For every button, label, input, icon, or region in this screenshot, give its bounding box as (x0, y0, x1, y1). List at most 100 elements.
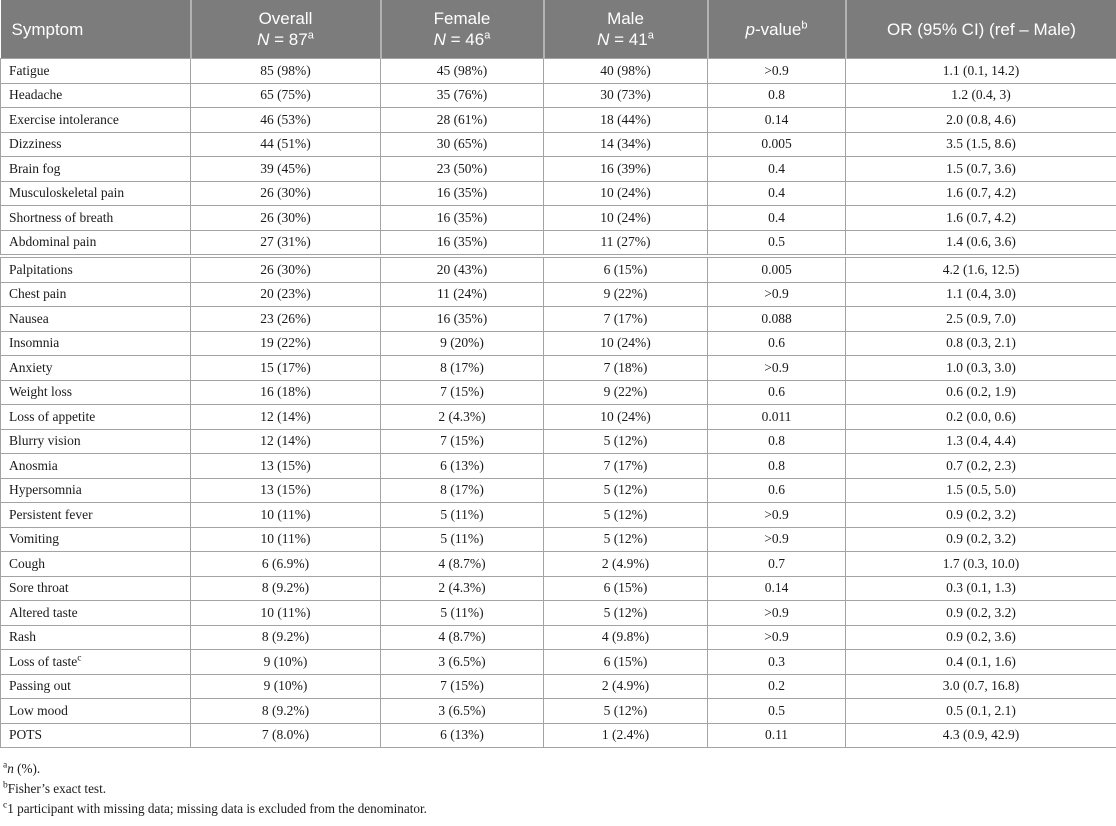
male-cell: 10 (24%) (543, 180, 708, 206)
or-cell: 0.9 (0.2, 3.2) (845, 502, 1116, 528)
symptom-cell: Rash (0, 624, 191, 650)
section-break (0, 254, 1116, 258)
table-row: Loss of appetite 12 (14%) 2 (4.3%) 10 (2… (0, 404, 1116, 430)
table-row: Vomiting 10 (11%) 5 (11%) 5 (12%) >0.9 0… (0, 526, 1116, 552)
table-row: Persistent fever 10 (11%) 5 (11%) 5 (12%… (0, 502, 1116, 528)
symptom-cell: Weight loss (0, 379, 191, 405)
pvalue-cell: >0.9 (707, 502, 846, 528)
or-cell: 3.0 (0.7, 16.8) (845, 673, 1116, 699)
symptom-cell: Palpitations (0, 257, 191, 283)
or-cell: 1.6 (0.7, 4.2) (845, 180, 1116, 206)
pvalue-cell: 0.4 (707, 205, 846, 231)
female-cell: 4 (8.7%) (380, 551, 544, 577)
male-cell: 30 (73%) (543, 82, 708, 108)
male-cell: 7 (18%) (543, 355, 708, 381)
or-cell: 1.0 (0.3, 3.0) (845, 355, 1116, 381)
overall-cell: 26 (30%) (190, 205, 381, 231)
overall-cell: 19 (22%) (190, 330, 381, 356)
pvalue-cell: 0.088 (707, 306, 846, 332)
table-header: Symptom Overall N = 87a Female N = 46a M… (0, 0, 1116, 59)
table-row: Chest pain 20 (23%) 11 (24%) 9 (22%) >0.… (0, 281, 1116, 307)
symptom-label: Rash (9, 629, 36, 645)
footnotes: an (%). bFisher’s exact test. c1 partici… (0, 759, 1116, 819)
male-cell: 1 (2.4%) (543, 722, 708, 748)
footnote-mark: a (3, 760, 8, 771)
overall-cell: 44 (51%) (190, 131, 381, 157)
female-cell: 16 (35%) (380, 205, 544, 231)
overall-cell: 8 (9.2%) (190, 698, 381, 724)
pvalue-cell: 0.2 (707, 673, 846, 699)
symptom-label: Hypersomnia (9, 482, 82, 498)
symptom-label: Passing out (9, 678, 71, 694)
symptom-cell: Vomiting (0, 526, 191, 552)
symptom-cell: Cough (0, 551, 191, 577)
overall-cell: 39 (45%) (190, 156, 381, 182)
overall-cell: 6 (6.9%) (190, 551, 381, 577)
symptom-label: Chest pain (9, 286, 67, 302)
footnote-text: 1 participant with missing data; missing… (7, 801, 427, 816)
overall-cell: 15 (17%) (190, 355, 381, 381)
symptom-label: Brain fog (9, 160, 61, 176)
or-cell: 0.4 (0.1, 1.6) (845, 649, 1116, 675)
symptom-footmark: c (77, 653, 82, 664)
overall-cell: 27 (31%) (190, 229, 381, 255)
symptom-label: Low mood (9, 702, 68, 718)
male-cell: 40 (98%) (543, 58, 708, 84)
table-row: Altered taste 10 (11%) 5 (11%) 5 (12%) >… (0, 600, 1116, 626)
or-cell: 4.3 (0.9, 42.9) (845, 722, 1116, 748)
female-cell: 5 (11%) (380, 600, 544, 626)
symptom-label: Weight loss (9, 384, 73, 400)
overall-cell: 10 (11%) (190, 502, 381, 528)
col-header-pvalue-p: p (745, 19, 756, 39)
female-cell: 7 (15%) (380, 428, 544, 454)
overall-cell: 46 (53%) (190, 107, 381, 133)
overall-cell: 12 (14%) (190, 428, 381, 454)
or-cell: 4.2 (1.6, 12.5) (845, 257, 1116, 283)
table-row: Nausea 23 (26%) 16 (35%) 7 (17%) 0.088 2… (0, 306, 1116, 332)
female-cell: 11 (24%) (380, 281, 544, 307)
table-row: Blurry vision 12 (14%) 7 (15%) 5 (12%) 0… (0, 428, 1116, 454)
male-cell: 2 (4.9%) (543, 673, 708, 699)
male-cell: 9 (22%) (543, 281, 708, 307)
or-cell: 1.4 (0.6, 3.6) (845, 229, 1116, 255)
pvalue-cell: >0.9 (707, 58, 846, 84)
male-cell: 14 (34%) (543, 131, 708, 157)
overall-cell: 65 (75%) (190, 82, 381, 108)
or-cell: 0.9 (0.2, 3.6) (845, 624, 1116, 650)
pvalue-cell: 0.005 (707, 257, 846, 283)
pvalue-cell: 0.5 (707, 698, 846, 724)
female-cell: 35 (76%) (380, 82, 544, 108)
or-cell: 0.2 (0.0, 0.6) (845, 404, 1116, 430)
table-row: Dizziness 44 (51%) 30 (65%) 14 (34%) 0.0… (0, 131, 1116, 157)
or-cell: 0.9 (0.2, 3.2) (845, 600, 1116, 626)
table-row: Musculoskeletal pain 26 (30%) 16 (35%) 1… (0, 180, 1116, 206)
female-cell: 7 (15%) (380, 379, 544, 405)
col-header-overall-n: N (257, 30, 270, 49)
table-row: Brain fog 39 (45%) 23 (50%) 16 (39%) 0.4… (0, 156, 1116, 182)
symptom-label: Anosmia (9, 457, 58, 473)
overall-cell: 9 (10%) (190, 649, 381, 675)
or-cell: 0.5 (0.1, 2.1) (845, 698, 1116, 724)
male-cell: 16 (39%) (543, 156, 708, 182)
table-row: Weight loss 16 (18%) 7 (15%) 9 (22%) 0.6… (0, 379, 1116, 405)
female-cell: 30 (65%) (380, 131, 544, 157)
symptom-label: Abdominal pain (9, 234, 97, 250)
pvalue-cell: >0.9 (707, 281, 846, 307)
female-cell: 16 (35%) (380, 306, 544, 332)
symptom-cell: Altered taste (0, 600, 191, 626)
col-header-pvalue-footmark: b (801, 18, 808, 31)
col-header-pvalue-rest: -value (755, 19, 802, 39)
or-cell: 0.9 (0.2, 3.2) (845, 526, 1116, 552)
or-cell: 0.8 (0.3, 2.1) (845, 330, 1116, 356)
overall-cell: 10 (11%) (190, 526, 381, 552)
symptom-label: Vomiting (9, 531, 60, 547)
symptom-cell: Dizziness (0, 131, 191, 157)
footnote: c1 participant with missing data; missin… (3, 799, 1116, 819)
or-cell: 1.1 (0.4, 3.0) (845, 281, 1116, 307)
or-cell: 2.5 (0.9, 7.0) (845, 306, 1116, 332)
table-row: POTS 7 (8.0%) 6 (13%) 1 (2.4%) 0.11 4.3 … (0, 722, 1116, 748)
or-cell: 1.2 (0.4, 3) (845, 82, 1116, 108)
female-cell: 3 (6.5%) (380, 698, 544, 724)
female-cell: 4 (8.7%) (380, 624, 544, 650)
table-row: Fatigue 85 (98%) 45 (98%) 40 (98%) >0.9 … (0, 58, 1116, 84)
